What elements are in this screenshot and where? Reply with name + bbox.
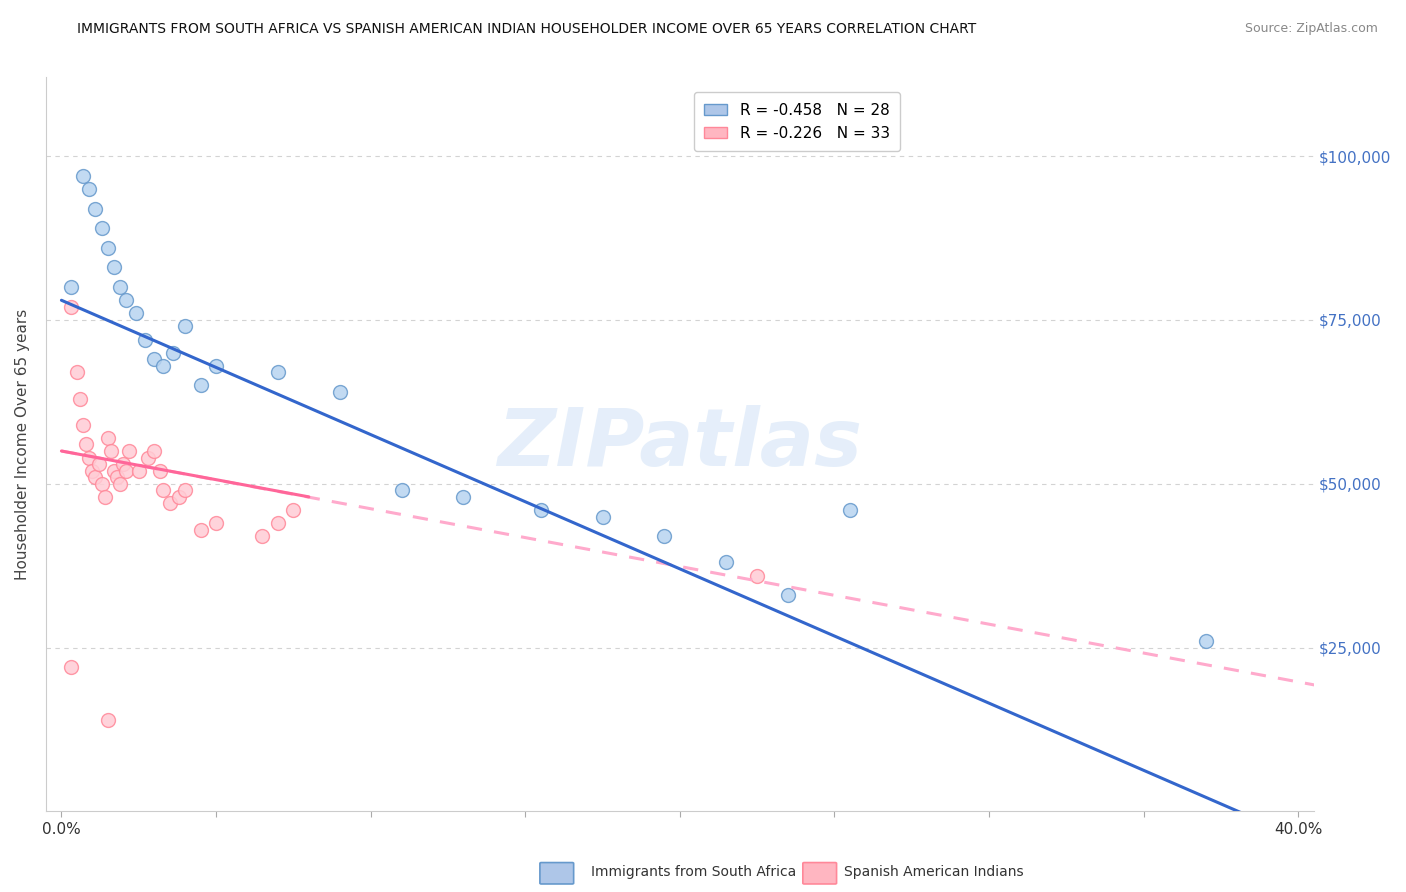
Point bbox=[108, 280, 131, 294]
Point bbox=[97, 241, 120, 255]
Point bbox=[159, 496, 181, 510]
Point bbox=[59, 280, 82, 294]
Point bbox=[143, 352, 166, 367]
Point bbox=[59, 660, 82, 674]
Point bbox=[654, 529, 676, 543]
Text: Spanish American Indians: Spanish American Indians bbox=[844, 865, 1024, 880]
Point bbox=[149, 464, 172, 478]
Point bbox=[84, 202, 107, 216]
Point bbox=[530, 503, 553, 517]
Point bbox=[778, 588, 800, 602]
Point bbox=[72, 417, 94, 432]
Point bbox=[59, 300, 82, 314]
Point bbox=[90, 476, 112, 491]
Point bbox=[1194, 634, 1216, 648]
Point bbox=[108, 476, 131, 491]
Y-axis label: Householder Income Over 65 years: Householder Income Over 65 years bbox=[15, 309, 30, 580]
Point bbox=[103, 260, 125, 275]
Point bbox=[118, 444, 141, 458]
Point bbox=[391, 483, 413, 498]
Point bbox=[190, 378, 212, 392]
Point bbox=[87, 457, 110, 471]
Point bbox=[128, 464, 150, 478]
Legend: R = -0.458   N = 28, R = -0.226   N = 33: R = -0.458 N = 28, R = -0.226 N = 33 bbox=[693, 93, 900, 152]
Point bbox=[115, 464, 138, 478]
Point bbox=[97, 713, 120, 727]
Point bbox=[162, 345, 184, 359]
Point bbox=[75, 437, 97, 451]
Point bbox=[174, 483, 197, 498]
Point bbox=[115, 293, 138, 308]
Point bbox=[143, 444, 166, 458]
Point bbox=[66, 365, 89, 379]
Text: IMMIGRANTS FROM SOUTH AFRICA VS SPANISH AMERICAN INDIAN HOUSEHOLDER INCOME OVER : IMMIGRANTS FROM SOUTH AFRICA VS SPANISH … bbox=[77, 22, 977, 37]
Point bbox=[112, 457, 135, 471]
Point bbox=[84, 470, 107, 484]
Point bbox=[69, 392, 91, 406]
Point bbox=[747, 568, 769, 582]
Point bbox=[453, 490, 475, 504]
Point bbox=[82, 464, 104, 478]
Point bbox=[97, 431, 120, 445]
Text: ZIPatlas: ZIPatlas bbox=[498, 406, 862, 483]
Point bbox=[72, 169, 94, 183]
Point bbox=[592, 509, 614, 524]
Point bbox=[124, 306, 146, 320]
Point bbox=[190, 523, 212, 537]
Point bbox=[205, 359, 228, 373]
Point bbox=[77, 450, 100, 465]
Point bbox=[134, 333, 156, 347]
Point bbox=[267, 516, 290, 530]
Point bbox=[205, 516, 228, 530]
Point bbox=[136, 450, 159, 465]
Point bbox=[167, 490, 190, 504]
Point bbox=[329, 384, 352, 399]
Point bbox=[152, 483, 174, 498]
Point bbox=[716, 556, 738, 570]
Point bbox=[103, 464, 125, 478]
Point bbox=[283, 503, 305, 517]
Text: Immigrants from South Africa: Immigrants from South Africa bbox=[591, 865, 796, 880]
Point bbox=[174, 319, 197, 334]
Point bbox=[90, 221, 112, 235]
Point bbox=[839, 503, 862, 517]
Point bbox=[267, 365, 290, 379]
Point bbox=[77, 182, 100, 196]
Text: Source: ZipAtlas.com: Source: ZipAtlas.com bbox=[1244, 22, 1378, 36]
Point bbox=[100, 444, 122, 458]
Point bbox=[105, 470, 128, 484]
Point bbox=[252, 529, 274, 543]
Point bbox=[93, 490, 115, 504]
Point bbox=[152, 359, 174, 373]
